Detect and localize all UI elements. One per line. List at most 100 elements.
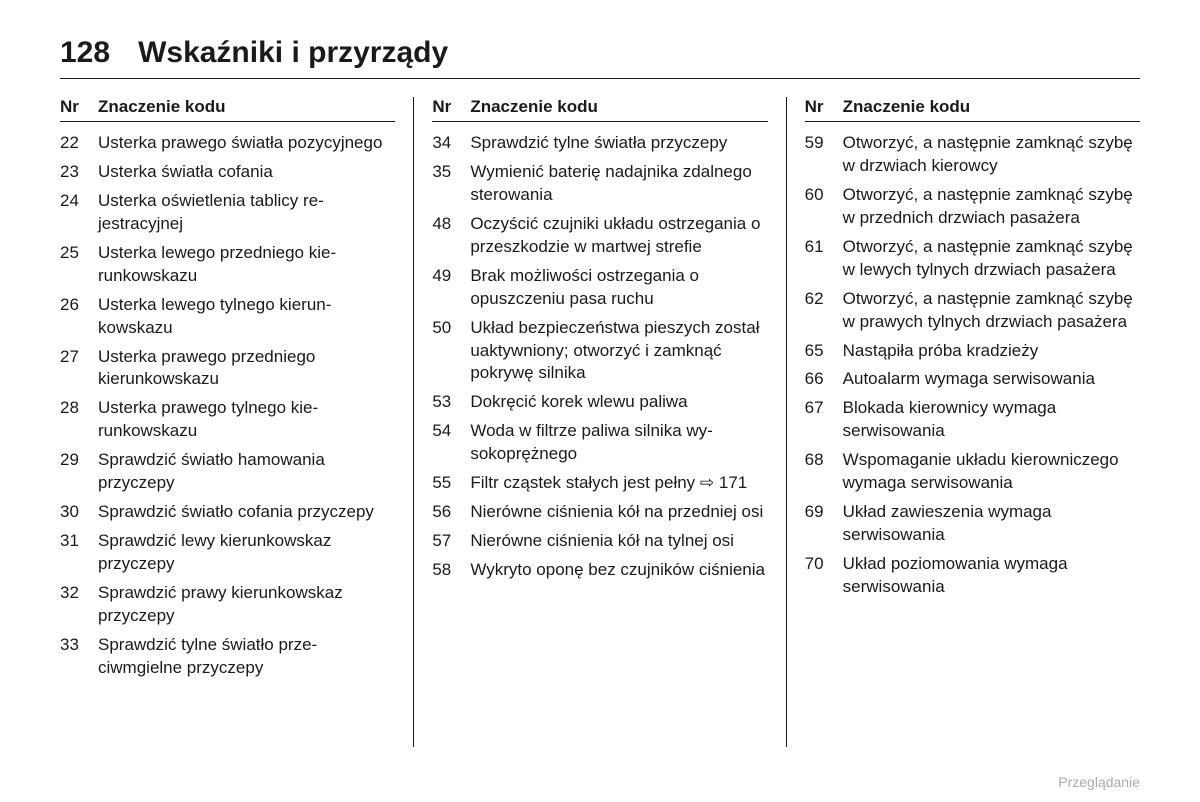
code-number: 62 [805, 288, 843, 334]
header-meaning: Znaczenie kodu [98, 97, 395, 117]
page-header: 128 Wskaźniki i przyrządy [60, 36, 1140, 70]
table-row: 54Woda w filtrze paliwa silnika wy­sokop… [432, 420, 767, 466]
header-meaning: Znaczenie kodu [843, 97, 1140, 117]
code-number: 34 [432, 132, 470, 155]
code-number: 61 [805, 236, 843, 282]
code-meaning: Otworzyć, a następnie zamknąć szybę w le… [843, 236, 1140, 282]
table-row: 60Otworzyć, a następnie zamknąć szybę w … [805, 184, 1140, 230]
code-meaning: Usterka prawego światła pozycyjnego [98, 132, 395, 155]
code-meaning: Oczyścić czujniki układu ostrzegania o p… [470, 213, 767, 259]
table-row: 23Usterka światła cofania [60, 161, 395, 184]
table-row: 69Układ zawieszenia wymaga serwisowania [805, 501, 1140, 547]
header-meaning: Znaczenie kodu [470, 97, 767, 117]
table-row: 29Sprawdzić światło hamowania przyczepy [60, 449, 395, 495]
table-row: 50Układ bezpieczeństwa pieszych został u… [432, 317, 767, 386]
column-2-rows: 34Sprawdzić tylne światła przyczepy35Wym… [432, 132, 767, 582]
code-meaning: Usterka oświetlenia tablicy re­jestracyj… [98, 190, 395, 236]
column-3-rows: 59Otworzyć, a następnie zamknąć szybę w … [805, 132, 1140, 599]
code-meaning: Sprawdzić tylne światła przyczepy [470, 132, 767, 155]
code-number: 67 [805, 397, 843, 443]
code-number: 27 [60, 346, 98, 392]
column-1-rows: 22Usterka prawego światła pozycyjnego23U… [60, 132, 395, 680]
code-meaning: Usterka światła cofania [98, 161, 395, 184]
code-number: 49 [432, 265, 470, 311]
code-number: 65 [805, 340, 843, 363]
code-table: Nr Znaczenie kodu 22Usterka prawego świa… [60, 97, 1140, 747]
header-rule [60, 78, 1140, 79]
table-row: 65Nastąpiła próba kradzieży [805, 340, 1140, 363]
table-row: 61Otworzyć, a następnie zamknąć szybę w … [805, 236, 1140, 282]
table-row: 25Usterka lewego przedniego kie­runkowsk… [60, 242, 395, 288]
code-meaning: Brak możliwości ostrzegania o opuszczeni… [470, 265, 767, 311]
table-row: 34Sprawdzić tylne światła przyczepy [432, 132, 767, 155]
code-number: 60 [805, 184, 843, 230]
code-meaning: Otworzyć, a następnie zamknąć szybę w pr… [843, 288, 1140, 334]
code-meaning: Usterka prawego przedniego kierunkowskaz… [98, 346, 395, 392]
code-meaning: Woda w filtrze paliwa silnika wy­sokoprę… [470, 420, 767, 466]
table-row: 32Sprawdzić prawy kierunkowskaz przyczep… [60, 582, 395, 628]
code-number: 35 [432, 161, 470, 207]
page-number: 128 [60, 36, 110, 70]
table-row: 26Usterka lewego tylnego kierun­kowskazu [60, 294, 395, 340]
column-separator [413, 97, 414, 747]
code-number: 55 [432, 472, 470, 495]
code-number: 56 [432, 501, 470, 524]
table-row: 67Blokada kierownicy wymaga serwisowania [805, 397, 1140, 443]
table-row: 22Usterka prawego światła pozycyjnego [60, 132, 395, 155]
table-row: 62Otworzyć, a następnie zamknąć szybę w … [805, 288, 1140, 334]
code-meaning: Wymienić baterię nadajnika zdalnego ster… [470, 161, 767, 207]
table-row: 33Sprawdzić tylne światło prze­ciwmgieln… [60, 634, 395, 680]
column-3: Nr Znaczenie kodu 59Otworzyć, a następni… [789, 97, 1140, 747]
header-nr: Nr [60, 97, 98, 117]
table-header: Nr Znaczenie kodu [60, 97, 395, 122]
code-number: 26 [60, 294, 98, 340]
code-meaning: Usterka lewego przedniego kie­runkowskaz… [98, 242, 395, 288]
code-meaning: Dokręcić korek wlewu paliwa [470, 391, 767, 414]
code-meaning: Układ bezpieczeństwa pieszych został uak… [470, 317, 767, 386]
code-number: 23 [60, 161, 98, 184]
table-row: 31Sprawdzić lewy kierunkowskaz przyczepy [60, 530, 395, 576]
table-row: 68Wspomaganie układu kierowniczego wymag… [805, 449, 1140, 495]
code-meaning: Sprawdzić tylne światło prze­ciwmgielne … [98, 634, 395, 680]
table-row: 70Układ poziomowania wymaga serwisowania [805, 553, 1140, 599]
table-row: 56Nierówne ciśnienia kół na przedniej os… [432, 501, 767, 524]
code-number: 28 [60, 397, 98, 443]
table-row: 57Nierówne ciśnienia kół na tylnej osi [432, 530, 767, 553]
table-row: 49Brak możliwości ostrzegania o opuszcze… [432, 265, 767, 311]
code-number: 66 [805, 368, 843, 391]
code-meaning: Autoalarm wymaga serwisowania [843, 368, 1140, 391]
code-meaning: Otworzyć, a następnie zamknąć szybę w dr… [843, 132, 1140, 178]
table-row: 66Autoalarm wymaga serwisowania [805, 368, 1140, 391]
table-row: 55Filtr cząstek stałych jest pełny ⇨ 171 [432, 472, 767, 495]
code-meaning: Sprawdzić światło hamowania przyczepy [98, 449, 395, 495]
table-row: 48Oczyścić czujniki układu ostrzegania o… [432, 213, 767, 259]
table-row: 35Wymienić baterię nadajnika zdalnego st… [432, 161, 767, 207]
table-header: Nr Znaczenie kodu [432, 97, 767, 122]
table-header: Nr Znaczenie kodu [805, 97, 1140, 122]
code-meaning: Wykryto oponę bez czujników ciśnienia [470, 559, 767, 582]
code-meaning: Nierówne ciśnienia kół na przedniej osi [470, 501, 767, 524]
table-row: 24Usterka oświetlenia tablicy re­jestrac… [60, 190, 395, 236]
table-row: 59Otworzyć, a następnie zamknąć szybę w … [805, 132, 1140, 178]
table-row: 58Wykryto oponę bez czujników ciśnienia [432, 559, 767, 582]
column-1: Nr Znaczenie kodu 22Usterka prawego świa… [60, 97, 411, 747]
code-meaning: Układ poziomowania wymaga serwisowania [843, 553, 1140, 599]
code-meaning: Usterka lewego tylnego kierun­kowskazu [98, 294, 395, 340]
code-number: 50 [432, 317, 470, 386]
code-number: 33 [60, 634, 98, 680]
code-number: 25 [60, 242, 98, 288]
code-number: 24 [60, 190, 98, 236]
table-row: 30Sprawdzić światło cofania przyczepy [60, 501, 395, 524]
code-meaning: Nastąpiła próba kradzieży [843, 340, 1140, 363]
code-number: 68 [805, 449, 843, 495]
code-meaning: Filtr cząstek stałych jest pełny ⇨ 171 [470, 472, 767, 495]
code-number: 22 [60, 132, 98, 155]
code-meaning: Sprawdzić światło cofania przyczepy [98, 501, 395, 524]
code-number: 48 [432, 213, 470, 259]
code-number: 30 [60, 501, 98, 524]
code-number: 53 [432, 391, 470, 414]
code-meaning: Blokada kierownicy wymaga serwisowania [843, 397, 1140, 443]
code-meaning: Nierówne ciśnienia kół na tylnej osi [470, 530, 767, 553]
code-number: 29 [60, 449, 98, 495]
code-number: 58 [432, 559, 470, 582]
